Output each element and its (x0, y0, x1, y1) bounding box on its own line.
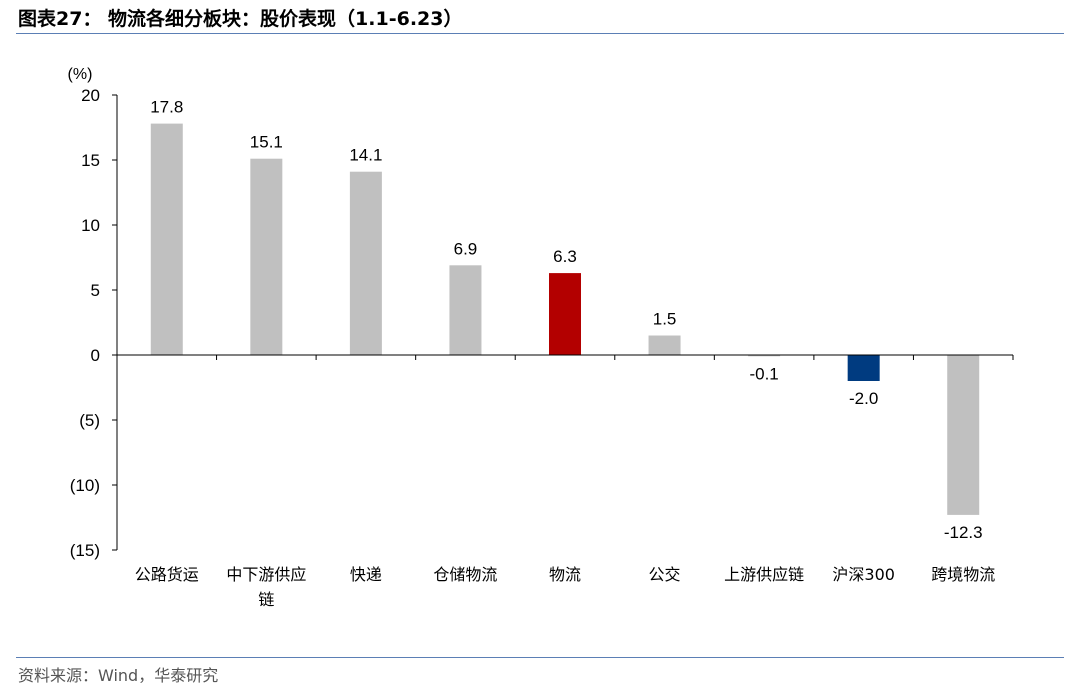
data-label: 14.1 (349, 146, 382, 165)
y-tick-label: 5 (91, 281, 100, 300)
bar-4 (449, 265, 482, 355)
chart-title: 图表27： 物流各细分板块：股价表现（1.1-6.23） (18, 8, 463, 30)
x-tick-label: 公交 (649, 565, 681, 584)
x-tick-label: 沪深300 (832, 565, 895, 584)
source-note: 资料来源：Wind，华泰研究 (18, 666, 219, 685)
y-tick-label: (15) (70, 541, 100, 560)
x-tick-label: 中下游供应 (226, 565, 306, 584)
x-tick-label: 公路货运 (135, 565, 199, 584)
bar-chart: (%) 20 15 10 5 0 (5) (10) (15) 17.8 15.1 14.1 6.9 6.3… (68, 66, 1014, 609)
data-label: 6.9 (454, 239, 478, 258)
bar-1 (150, 123, 183, 355)
title-divider (16, 33, 1064, 34)
bar-8 (847, 355, 880, 381)
y-unit-label: (%) (68, 66, 93, 83)
y-tick-label: 0 (91, 346, 100, 365)
y-tick-label: 10 (81, 216, 100, 235)
bar-6 (648, 335, 681, 355)
bar-3 (349, 171, 382, 355)
x-tick-label: 上游供应链 (724, 565, 804, 584)
y-tick-label: (10) (70, 476, 100, 495)
x-tick-label: 跨境物流 (931, 565, 995, 584)
data-label: 17.8 (150, 98, 183, 117)
x-tick-label: 仓储物流 (433, 565, 497, 584)
data-label: -0.1 (749, 364, 778, 383)
data-label: 6.3 (553, 247, 577, 266)
data-label: -2.0 (849, 389, 878, 408)
x-tick-label: 快递 (350, 565, 382, 584)
bar-9 (947, 355, 980, 515)
footer-divider (16, 657, 1064, 658)
y-tick-label: 15 (81, 151, 100, 170)
y-tick-label: (5) (79, 411, 100, 430)
x-tick-label: 物流 (549, 565, 581, 584)
data-label: -12.3 (944, 523, 983, 542)
bar-2 (250, 158, 283, 355)
data-label: 1.5 (653, 310, 677, 329)
x-tick-label: 链 (258, 590, 274, 609)
bar-5 (549, 273, 581, 355)
y-tick-label: 20 (81, 86, 100, 105)
bar-7 (748, 355, 781, 357)
data-label: 15.1 (250, 133, 283, 152)
